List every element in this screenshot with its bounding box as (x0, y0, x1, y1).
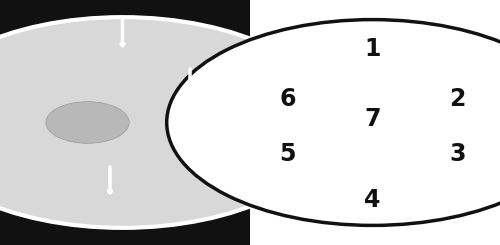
Text: 6: 6 (279, 87, 296, 111)
Text: 1: 1 (364, 37, 380, 61)
Text: 4: 4 (364, 188, 380, 212)
Bar (250, 0, 500, 245)
Bar (0, 0, 250, 245)
Ellipse shape (0, 17, 333, 228)
Text: 2: 2 (450, 87, 466, 111)
Text: 5: 5 (279, 142, 296, 166)
Text: 7: 7 (364, 107, 381, 131)
Text: 3: 3 (449, 142, 466, 166)
Ellipse shape (166, 20, 500, 225)
Ellipse shape (46, 102, 129, 143)
